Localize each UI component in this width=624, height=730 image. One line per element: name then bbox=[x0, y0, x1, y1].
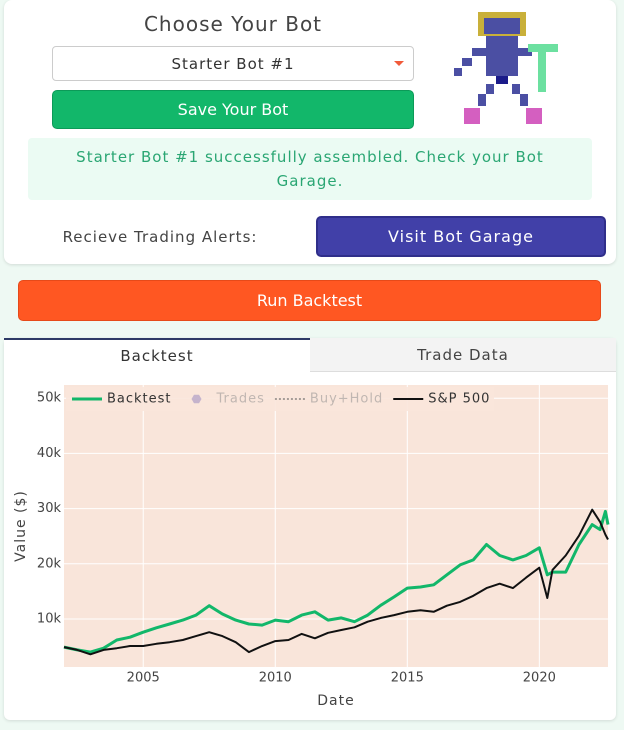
y-tick-label: 40k bbox=[37, 446, 62, 461]
legend-label: Backtest bbox=[107, 392, 172, 407]
legend: Backtest Trades Buy+Hold S&P 500 bbox=[66, 387, 494, 411]
y-axis-title: Value ($) bbox=[13, 490, 29, 562]
legend-label: Trades bbox=[216, 392, 265, 407]
chart: 10k 20k 30k 40k 50k 2005 2010 2015 2020 Date Value… bbox=[13, 385, 610, 709]
legend-item[interactable]: S&P 500 bbox=[393, 392, 490, 407]
x-tick-label: 2005 bbox=[127, 671, 160, 686]
series-line bbox=[63, 508, 609, 656]
tab[interactable]: Backtest bbox=[4, 338, 310, 372]
y-tick-label: 20k bbox=[37, 556, 62, 571]
legend-label: Buy+Hold bbox=[310, 392, 383, 407]
tab[interactable]: Trade Data bbox=[310, 338, 616, 372]
legend-label: S&P 500 bbox=[428, 392, 490, 407]
legend-item[interactable]: Backtest bbox=[72, 392, 172, 407]
save-button[interactable]: Save Your Bot bbox=[52, 90, 414, 129]
y-tick-label: 50k bbox=[37, 391, 62, 406]
garage-button[interactable]: Visit Bot Garage bbox=[316, 216, 606, 257]
alerts-label: Recieve Trading Alerts: bbox=[62, 228, 258, 246]
legend-item[interactable]: Trades bbox=[191, 392, 265, 407]
run-button[interactable]: Run Backtest bbox=[18, 280, 601, 321]
x-axis-title: Date bbox=[317, 693, 354, 709]
x-tick-label: 2015 bbox=[391, 671, 424, 686]
y-tick-label: 10k bbox=[37, 611, 62, 626]
y-tick-label: 30k bbox=[37, 501, 62, 516]
success-message: Starter Bot #1 successfully assembled. C… bbox=[28, 138, 592, 200]
x-tick-label: 2020 bbox=[523, 671, 556, 686]
x-tick-label: 2010 bbox=[259, 671, 292, 686]
select-value: Starter Bot #1 bbox=[171, 54, 295, 73]
plot-background bbox=[64, 385, 608, 667]
dropdown-arrow bbox=[394, 61, 404, 66]
legend-item[interactable]: Buy+Hold bbox=[274, 392, 383, 407]
series-line bbox=[63, 509, 610, 654]
title: Choose Your Bot bbox=[143, 12, 323, 36]
bot-avatar bbox=[454, 12, 558, 124]
legend-marker bbox=[191, 394, 202, 404]
bot-select[interactable]: Starter Bot #1 bbox=[52, 46, 414, 81]
